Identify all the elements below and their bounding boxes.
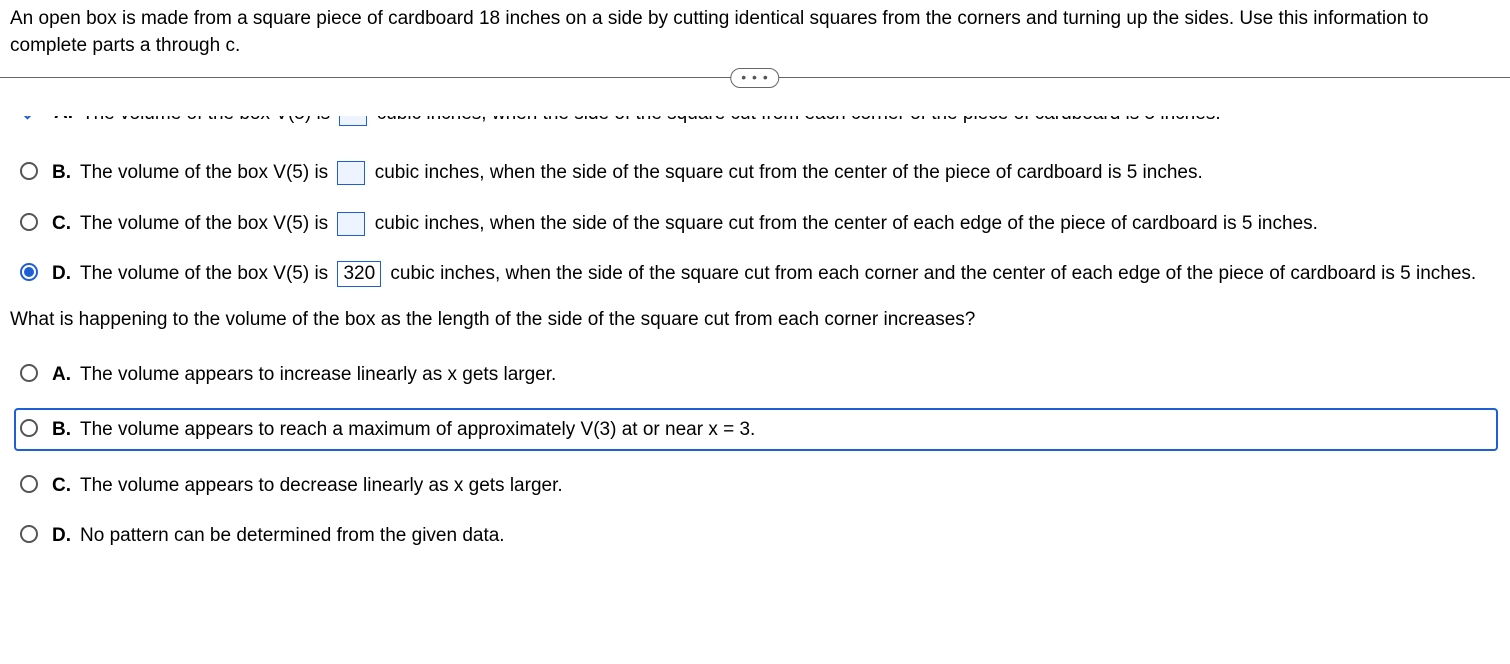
q2-option-b[interactable]: B. The volume appears to reach a maximum… — [14, 408, 1498, 450]
text-fragment: cubic inches, when the side of the squar… — [385, 263, 1476, 284]
q2-option-b-text: The volume appears to reach a maximum of… — [80, 415, 1492, 445]
q2-option-a-radio[interactable] — [20, 364, 38, 382]
q2-option-d-radio[interactable] — [20, 525, 38, 543]
q1-option-a-text: The volume of the box V(5) is cubic inch… — [82, 116, 1500, 126]
option-letter: D. — [52, 259, 80, 289]
option-letter: B. — [52, 415, 80, 445]
section-divider: • • • — [0, 77, 1510, 78]
q2-option-d: D. No pattern can be determined from the… — [20, 519, 1500, 551]
q2-option-b-radio[interactable] — [20, 419, 38, 437]
text-fragment: cubic inches, when the side of the squar… — [371, 116, 1220, 124]
q1-option-c: C. The volume of the box V(5) is cubic i… — [20, 207, 1500, 239]
option-letter: B. — [52, 158, 80, 188]
q1-option-d-radio[interactable] — [20, 263, 38, 281]
text-fragment: cubic inches, when the side of the squar… — [369, 213, 1317, 234]
answer-input-filled[interactable]: 320 — [337, 261, 381, 287]
q2-option-c: C. The volume appears to decrease linear… — [20, 469, 1500, 501]
problem-statement: An open box is made from a square piece … — [0, 0, 1510, 77]
option-letter: D. — [52, 521, 80, 551]
q1-option-a-cutoff: A. The volume of the box V(5) is cubic i… — [20, 116, 1500, 138]
q1-option-c-radio[interactable] — [20, 213, 38, 231]
text-fragment: The volume of the box V(5) is — [80, 213, 333, 234]
text-fragment: The volume of the box V(5) is — [82, 116, 335, 124]
text-fragment: The volume of the box V(5) is — [80, 263, 333, 284]
q1-option-b-text: The volume of the box V(5) is cubic inch… — [80, 158, 1500, 188]
text-fragment: cubic inches, when the side of the squar… — [369, 162, 1202, 183]
q1-option-b-radio[interactable] — [20, 162, 38, 180]
answer-blank[interactable] — [337, 212, 365, 236]
q2-option-c-radio[interactable] — [20, 475, 38, 493]
q1-option-a-radio[interactable] — [20, 116, 40, 124]
q2-option-c-text: The volume appears to decrease linearly … — [80, 471, 1500, 501]
q1-option-c-text: The volume of the box V(5) is cubic inch… — [80, 209, 1500, 239]
q1-option-b: B. The volume of the box V(5) is cubic i… — [20, 156, 1500, 188]
q1-option-d-text: The volume of the box V(5) is 320 cubic … — [80, 259, 1500, 289]
q2-option-d-text: No pattern can be determined from the gi… — [80, 521, 1500, 551]
q1-option-d: D. The volume of the box V(5) is 320 cub… — [20, 257, 1500, 289]
answer-blank[interactable] — [339, 116, 367, 126]
option-letter: C. — [52, 209, 80, 239]
option-letter: A. — [54, 116, 82, 124]
q2-option-a: A. The volume appears to increase linear… — [20, 358, 1500, 390]
q2-option-a-text: The volume appears to increase linearly … — [80, 360, 1500, 390]
option-letter: A. — [52, 360, 80, 390]
q2-prompt: What is happening to the volume of the b… — [10, 307, 1500, 334]
expand-ellipsis-button[interactable]: • • • — [730, 68, 779, 88]
answer-content: A. The volume of the box V(5) is cubic i… — [0, 116, 1510, 565]
option-letter: C. — [52, 471, 80, 501]
text-fragment: The volume of the box V(5) is — [80, 162, 333, 183]
answer-blank[interactable] — [337, 161, 365, 185]
